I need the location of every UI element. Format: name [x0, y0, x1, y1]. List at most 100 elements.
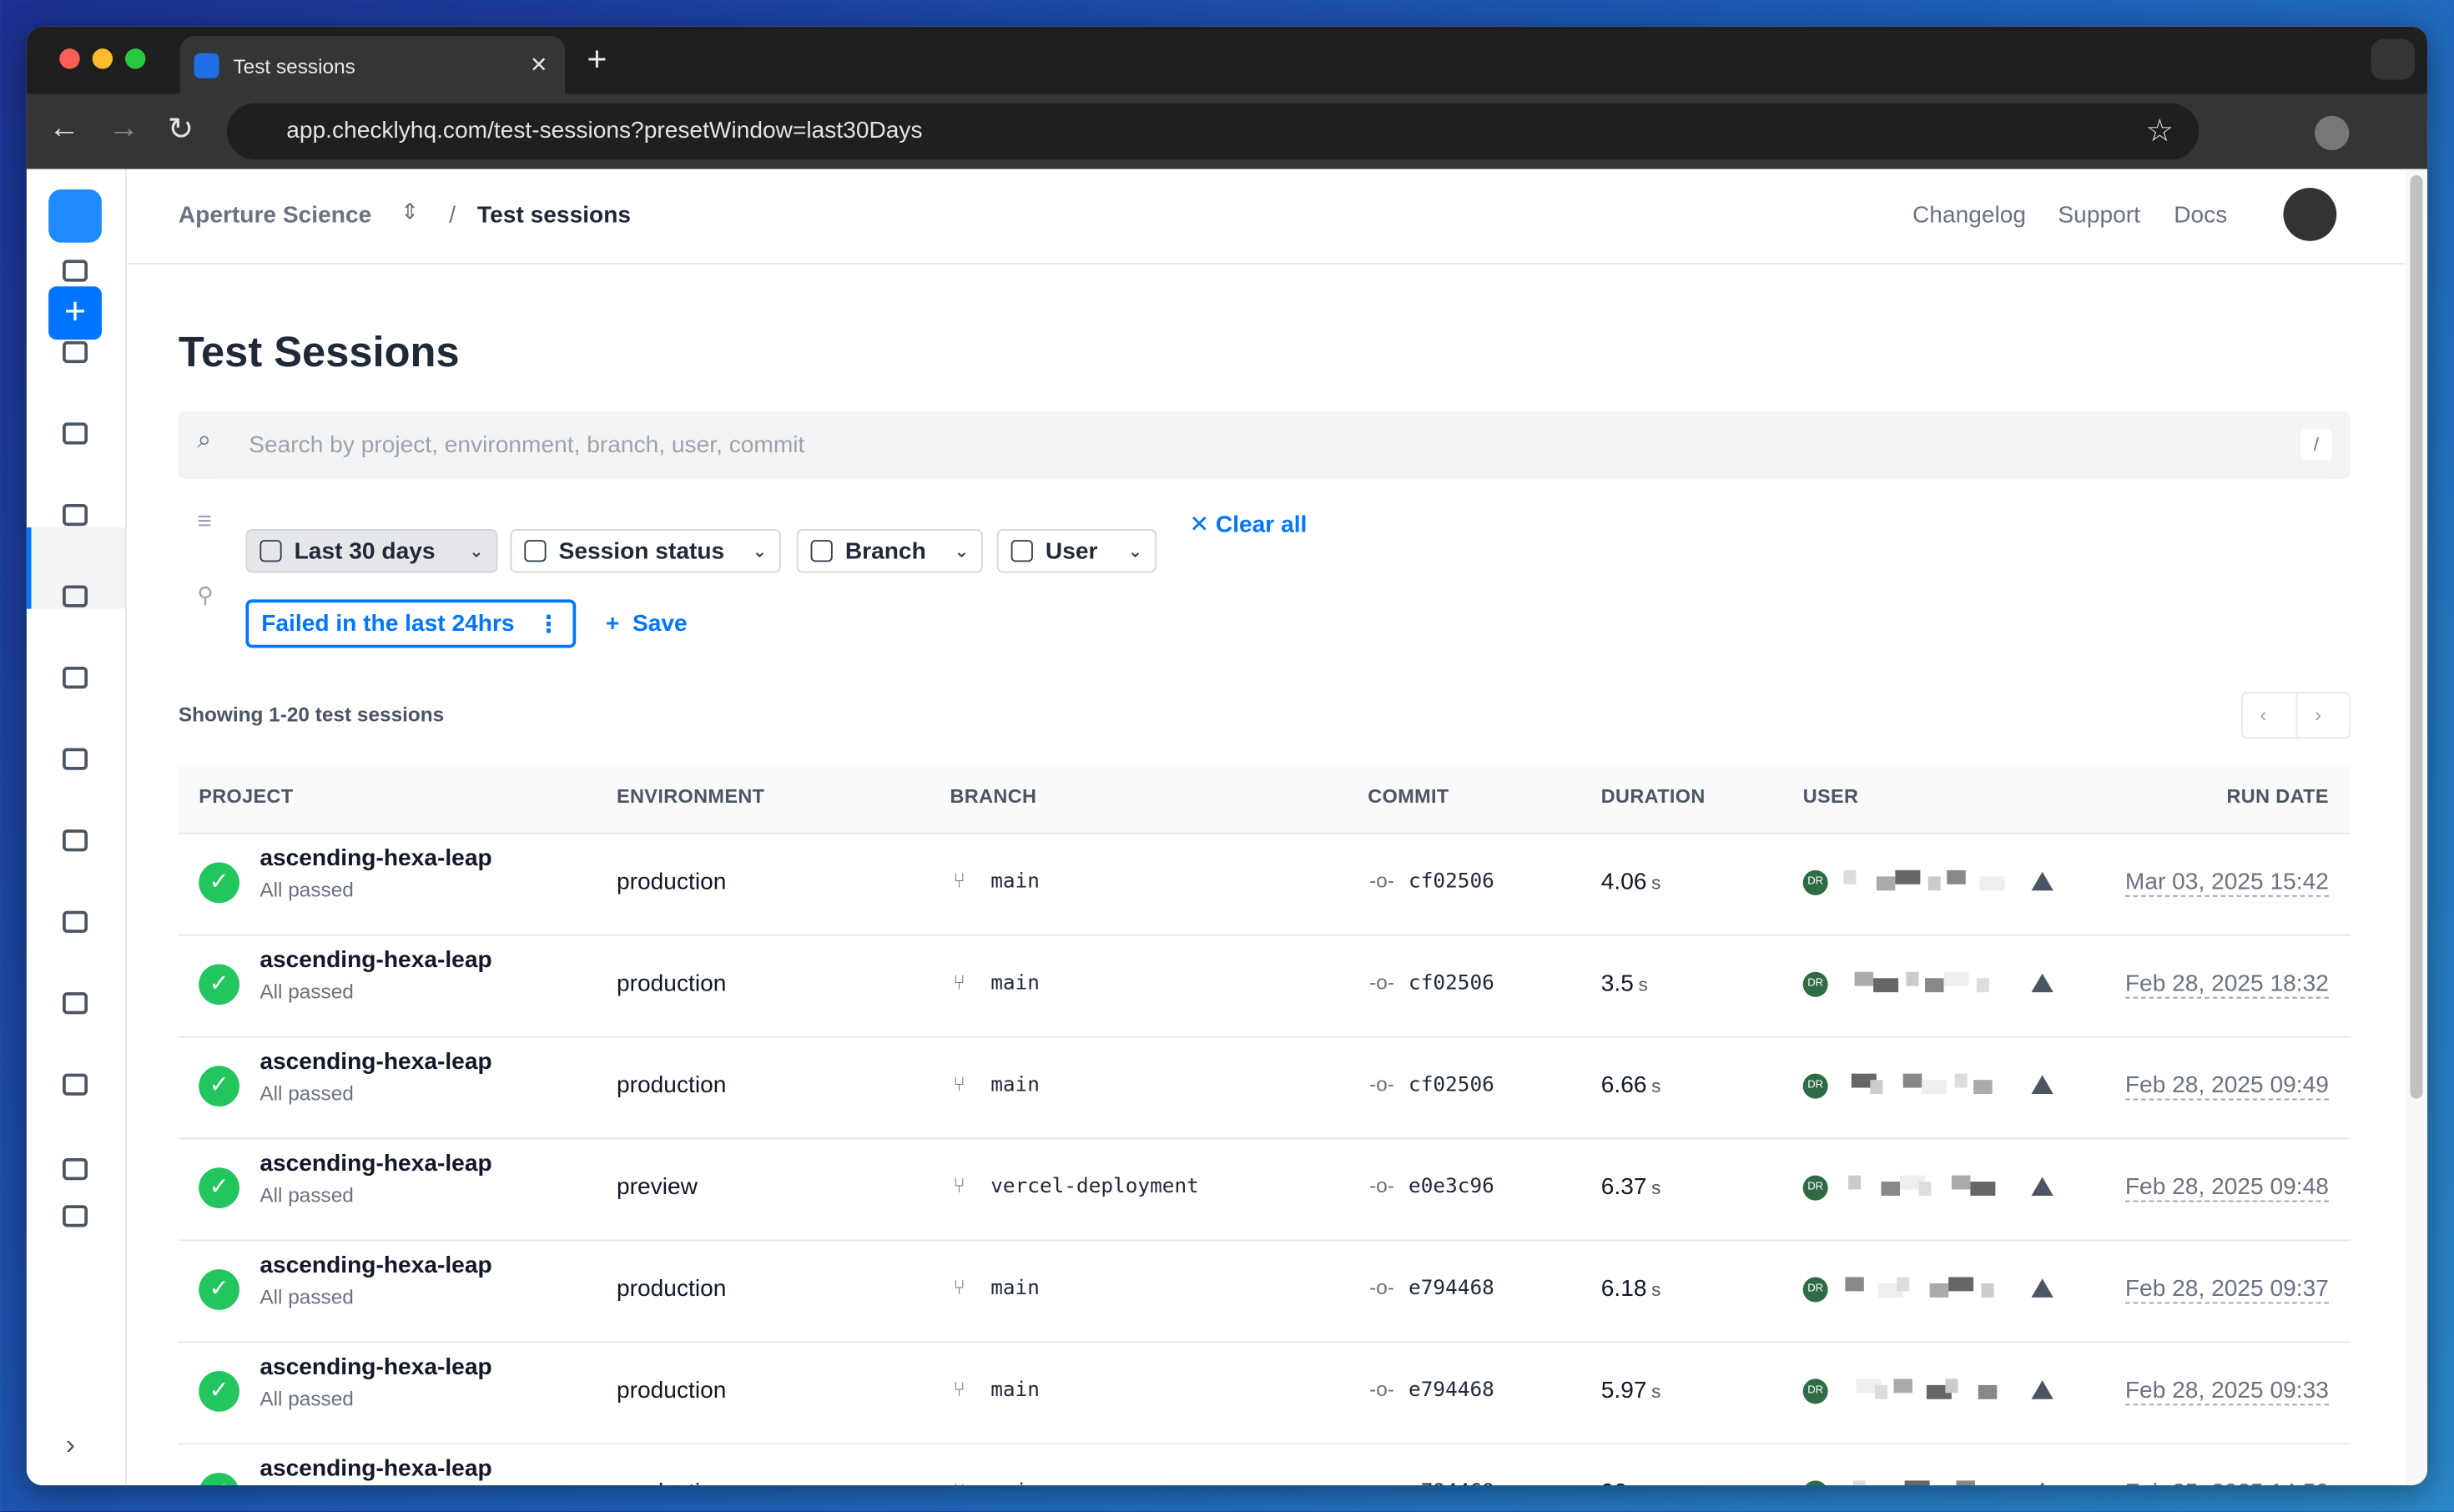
run-date[interactable]: Feb 28, 2025 09:48 — [2124, 1173, 2329, 1202]
filter-icon: ≡ — [197, 508, 212, 536]
column-header: ENVIRONMENT — [616, 785, 765, 808]
chevron: ⌄ — [752, 542, 768, 562]
vercel-icon — [2031, 1278, 2053, 1298]
duration: 6.66 s — [1601, 1072, 1661, 1099]
collapse[interactable]: › — [65, 1429, 76, 1460]
nav-icon[interactable] — [63, 667, 88, 689]
run-date[interactable]: Feb 28, 2025 09:33 — [2124, 1377, 2329, 1406]
saved-filter[interactable]: Failed in the last 24hrs ⋮ — [245, 599, 577, 648]
avatar[interactable] — [2283, 188, 2337, 241]
table-row[interactable] — [179, 1443, 2351, 1485]
close-button[interactable] — [59, 48, 80, 69]
table-row[interactable] — [178, 1239, 2351, 1343]
user-name-pixel — [1927, 876, 1941, 891]
url-field[interactable]: app.checklyhq.com/test-sessions?presetWi… — [226, 103, 2200, 160]
tab[interactable]: Test sessions × — [179, 36, 566, 94]
prev-page[interactable]: ‹ — [2260, 703, 2267, 727]
nav-icon[interactable] — [63, 748, 88, 770]
nav-icon[interactable] — [63, 585, 88, 607]
new-tab[interactable]: + — [587, 38, 607, 78]
status-text: All passed — [260, 1081, 354, 1106]
branch: main — [990, 1480, 1040, 1485]
table-row[interactable] — [178, 935, 2351, 1038]
create-button[interactable]: + — [48, 286, 102, 340]
user-name-pixel — [1852, 1480, 1866, 1485]
branch: main — [990, 1378, 1040, 1403]
vercel-icon — [2031, 871, 2053, 891]
filter-chip[interactable]: Branch ⌄ — [796, 528, 983, 573]
page-title: Test Sessions — [178, 328, 460, 376]
vercel-icon — [2031, 1177, 2053, 1196]
nav-icon[interactable] — [63, 1157, 88, 1181]
user-name-pixel — [1922, 1080, 1948, 1095]
nav-icon[interactable] — [63, 1205, 88, 1227]
bookmark[interactable]: ☆ — [2145, 113, 2174, 149]
table-row[interactable] — [178, 1036, 2351, 1140]
run-date[interactable]: Mar 03, 2025 15:42 — [2124, 868, 2329, 897]
minimize-button[interactable] — [92, 48, 113, 69]
table-row[interactable] — [178, 1341, 2351, 1445]
filter-chip[interactable]: Last 30 days ⌄ — [245, 528, 498, 573]
duration: 90 ms — [1601, 1479, 1657, 1485]
run-date[interactable]: Feb 25, 2025 14:50 — [2125, 1479, 2329, 1485]
filter-icon — [810, 540, 833, 562]
status-icon: ✓ — [199, 964, 239, 1005]
nav-link[interactable]: Docs — [2174, 201, 2228, 229]
nav-icon[interactable] — [63, 910, 88, 933]
breadcrumb-separator: / — [449, 201, 456, 229]
nav-icon[interactable] — [63, 1073, 88, 1096]
user-avatar: DR — [1802, 869, 1828, 895]
user-name-pixel — [1845, 1277, 1864, 1292]
duration: 5.97 s — [1601, 1378, 1661, 1404]
user-name-pixel — [1945, 1378, 1958, 1394]
environment: production — [616, 868, 727, 895]
commit-icon: -o- — [1369, 1377, 1394, 1401]
nav-link[interactable]: Support — [2058, 201, 2140, 229]
scroll-thumb[interactable] — [2410, 175, 2423, 1099]
table-row[interactable] — [178, 833, 2351, 936]
filter-chip[interactable]: Session status ⌄ — [510, 528, 781, 573]
nav-icon[interactable] — [63, 829, 88, 852]
nav-link[interactable]: Changelog — [1912, 201, 2027, 229]
search-box[interactable]: ⌕ Search by project, environment, branch… — [178, 411, 2351, 479]
nav-icon[interactable] — [63, 992, 88, 1015]
branch-icon: ⑂ — [953, 1173, 965, 1197]
save-filter[interactable]: + Save — [605, 610, 688, 638]
org-name[interactable]: Aperture Science — [178, 201, 372, 229]
nav-icon[interactable] — [63, 503, 88, 527]
reload[interactable]: ↻ — [167, 113, 194, 148]
zoom-button[interactable] — [125, 48, 146, 69]
nav-icon[interactable] — [63, 422, 88, 445]
logo[interactable] — [48, 189, 102, 243]
run-date[interactable]: Feb 28, 2025 09:37 — [2124, 1275, 2329, 1304]
profile[interactable] — [2315, 115, 2350, 151]
next-page[interactable]: › — [2315, 703, 2322, 727]
user-name-pixel — [1948, 1277, 1974, 1292]
back[interactable]: ← — [48, 111, 80, 146]
more[interactable]: ⋮ — [537, 611, 561, 638]
environment: production — [616, 1275, 727, 1303]
column-header: COMMIT — [1368, 785, 1449, 808]
tab-search[interactable] — [2371, 38, 2416, 80]
org-switch[interactable]: ⇕ — [401, 199, 420, 224]
tab-title: Test sessions — [233, 54, 355, 78]
project-name: ascending-hexa-leap — [260, 1455, 492, 1483]
commit: e794468 — [1408, 1378, 1494, 1403]
vercel-icon — [2031, 1075, 2053, 1095]
run-date[interactable]: Feb 28, 2025 09:49 — [2124, 1071, 2329, 1101]
user-name-pixel — [1897, 1277, 1910, 1292]
user-name-pixel — [1854, 971, 1874, 986]
nav-icon[interactable] — [63, 260, 88, 282]
forward[interactable]: → — [108, 111, 139, 146]
tab-close[interactable]: × — [530, 48, 547, 80]
top-header: Aperture Science ⇕ / Test sessions Chang… — [125, 169, 2406, 265]
user-name-pixel — [1947, 869, 1966, 885]
user-name-pixel — [1924, 978, 1944, 993]
nav-icon[interactable] — [63, 340, 88, 364]
clear-all[interactable]: ✕ Clear all — [1189, 512, 1308, 539]
filter-chip[interactable]: User ⌄ — [996, 528, 1157, 573]
table-row[interactable] — [178, 1138, 2351, 1242]
run-date[interactable]: Feb 28, 2025 18:32 — [2124, 970, 2329, 999]
commit-icon: -o- — [1369, 970, 1394, 995]
